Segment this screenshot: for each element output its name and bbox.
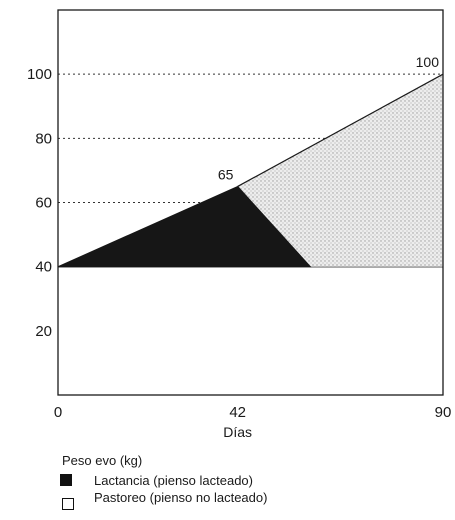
data-label-65: 65 [218,166,234,182]
open-swatch-icon [62,498,74,510]
legend-label-lactancia: Lactancia (pienso lacteado) [94,473,253,488]
boundary-lines [237,73,444,187]
plot-frame [57,9,444,396]
pastoreo-area [237,74,443,267]
growth-line [237,73,444,187]
chart: 20 40 60 80 100 0 42 90 65 100 Días [27,9,452,440]
legend-title: Peso evo (kg) [62,453,143,468]
x-tick-90: 90 [435,404,452,421]
x-axis-label: Días [223,424,252,440]
x-tick-0: 0 [54,404,62,421]
lactancia-area [57,185,312,268]
x-tick-42: 42 [229,404,246,421]
y-tick-80: 80 [35,130,52,147]
y-tick-labels: 20 40 60 80 100 [27,66,52,340]
data-labels: 65 100 [218,54,439,182]
y-tick-20: 20 [35,323,52,340]
area-layer [57,74,443,268]
y-tick-60: 60 [35,195,52,212]
x-tick-labels: 0 42 90 [54,404,452,421]
legend-label-pastoreo: Pastoreo (pienso no lacteado) [94,490,268,505]
data-label-100: 100 [416,54,440,70]
y-tick-40: 40 [35,259,52,276]
y-tick-100: 100 [27,66,52,83]
legend: Peso evo (kg) Lactancia (pienso lacteado… [0,453,455,520]
dark-swatch-icon [60,474,72,486]
